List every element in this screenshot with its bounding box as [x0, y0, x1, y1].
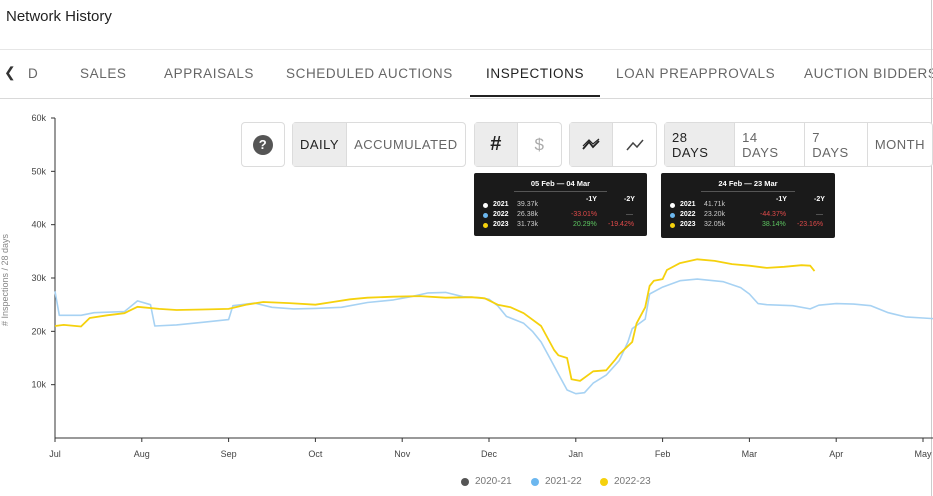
y-tick-label: 30k — [31, 273, 46, 283]
tab-bar: ❮ D SALES APPRAISALS SCHEDULED AUCTIONS … — [0, 50, 933, 99]
tooltip-row: 2021 41.71k — [661, 201, 835, 211]
x-tick-label: Dec — [481, 449, 498, 459]
tooltip-period-1: 05 Feb — 04 Mar -1Y -2Y 2021 39.37k 2022… — [474, 173, 647, 236]
tab-scheduled-auctions[interactable]: SCHEDULED AUCTIONS — [286, 66, 453, 81]
period-7-days[interactable]: 7 DAYS — [805, 123, 868, 166]
x-tick-label: Nov — [394, 449, 411, 459]
tab-inspections[interactable]: INSPECTIONS — [486, 66, 585, 81]
legend-dot — [461, 477, 469, 486]
tooltip-row: 2022 23.20k -44.37% — — [661, 211, 835, 221]
count-unit-button[interactable]: # — [475, 123, 518, 166]
smoothed-trend-button[interactable] — [570, 123, 613, 166]
period-toggle: 28 DAYS 14 DAYS 7 DAYS MONTH — [664, 122, 933, 167]
tab-loan-preapprovals[interactable]: LOAN PREAPPROVALS — [616, 66, 776, 81]
tab-partial[interactable]: D — [28, 66, 39, 81]
tab-appraisals[interactable]: APPRAISALS — [164, 66, 255, 81]
active-tab-indicator — [470, 95, 600, 97]
series-line-2022-23 — [54, 258, 816, 382]
unit-toggle: # $ — [474, 122, 562, 167]
x-tick-label: May — [914, 449, 932, 459]
legend-label: 2020-21 — [475, 476, 512, 487]
header-divider — [0, 49, 933, 50]
window-edge — [931, 0, 932, 496]
legend-label: 2021-22 — [545, 476, 582, 487]
help-button[interactable]: ? — [242, 123, 284, 166]
mode-toggle: DAILY ACCUMULATED — [292, 122, 466, 167]
legend-item-2021-22[interactable]: 2021-22 — [531, 476, 582, 487]
chart-style-toggle — [569, 122, 657, 167]
y-tick-label: 10k — [31, 380, 46, 390]
dollar-unit-button[interactable]: $ — [534, 134, 545, 154]
legend-item-2020-21[interactable]: 2020-21 — [461, 476, 512, 487]
y-axis-label: # Inspections / 28 days — [0, 233, 10, 326]
question-icon: ? — [253, 134, 273, 155]
tooltip-col-2y: -2Y — [814, 196, 825, 203]
legend-dot — [531, 477, 539, 486]
tooltip-row: 2023 31.73k 20.29% -19.42% — [474, 221, 647, 231]
chevron-left-icon[interactable]: ❮ — [4, 64, 16, 80]
x-tick-label: Feb — [655, 449, 671, 459]
legend-item-2022-23[interactable]: 2022-23 — [600, 476, 651, 487]
x-tick-label: Apr — [829, 449, 843, 459]
tooltip-row: 2021 39.37k — [474, 201, 647, 211]
trend-compare-icon — [582, 138, 600, 150]
page-title: Network History — [6, 8, 112, 25]
x-tick-label: Jul — [49, 449, 61, 459]
x-tick-label: Mar — [742, 449, 758, 459]
x-tick-label: Aug — [134, 449, 150, 459]
accumulated-button[interactable]: ACCUMULATED — [354, 137, 458, 152]
legend-label: 2022-23 — [614, 476, 651, 487]
tooltip-period-2: 24 Feb — 23 Mar -1Y -2Y 2021 41.71k 2022… — [661, 173, 835, 238]
tooltip-range: 24 Feb — 23 Mar — [718, 179, 778, 188]
tooltip-range: 05 Feb — 04 Mar — [530, 179, 591, 188]
y-tick-label: 20k — [31, 326, 46, 336]
period-28-days[interactable]: 28 DAYS — [665, 123, 736, 166]
legend-dot — [600, 477, 608, 486]
tab-auction-bidders[interactable]: AUCTION BIDDERS — [804, 66, 933, 81]
tooltip-row: 2022 26.38k -33.01% — — [474, 211, 647, 221]
tooltip-col-1y: -1Y — [776, 196, 787, 203]
tooltip-col-2y: -2Y — [624, 196, 635, 203]
help-group: ? — [241, 122, 285, 167]
x-tick-label: Oct — [308, 449, 323, 459]
tooltip-col-1y: -1Y — [586, 196, 597, 203]
x-tick-label: Jan — [569, 449, 584, 459]
period-14-days[interactable]: 14 DAYS — [735, 123, 806, 166]
y-tick-label: 50k — [31, 166, 46, 176]
daily-button[interactable]: DAILY — [293, 123, 348, 166]
tooltip-row: 2023 32.05k 38.14% -23.16% — [661, 221, 835, 231]
series-line-2021-22 — [54, 278, 933, 395]
y-tick-label: 40k — [31, 220, 46, 230]
x-tick-label: Sep — [221, 449, 237, 459]
tab-sales[interactable]: SALES — [80, 66, 127, 81]
period-month[interactable]: MONTH — [874, 137, 925, 152]
line-chart-icon — [625, 139, 644, 150]
line-chart-button[interactable] — [613, 123, 656, 166]
y-tick-label: 60k — [31, 113, 46, 123]
